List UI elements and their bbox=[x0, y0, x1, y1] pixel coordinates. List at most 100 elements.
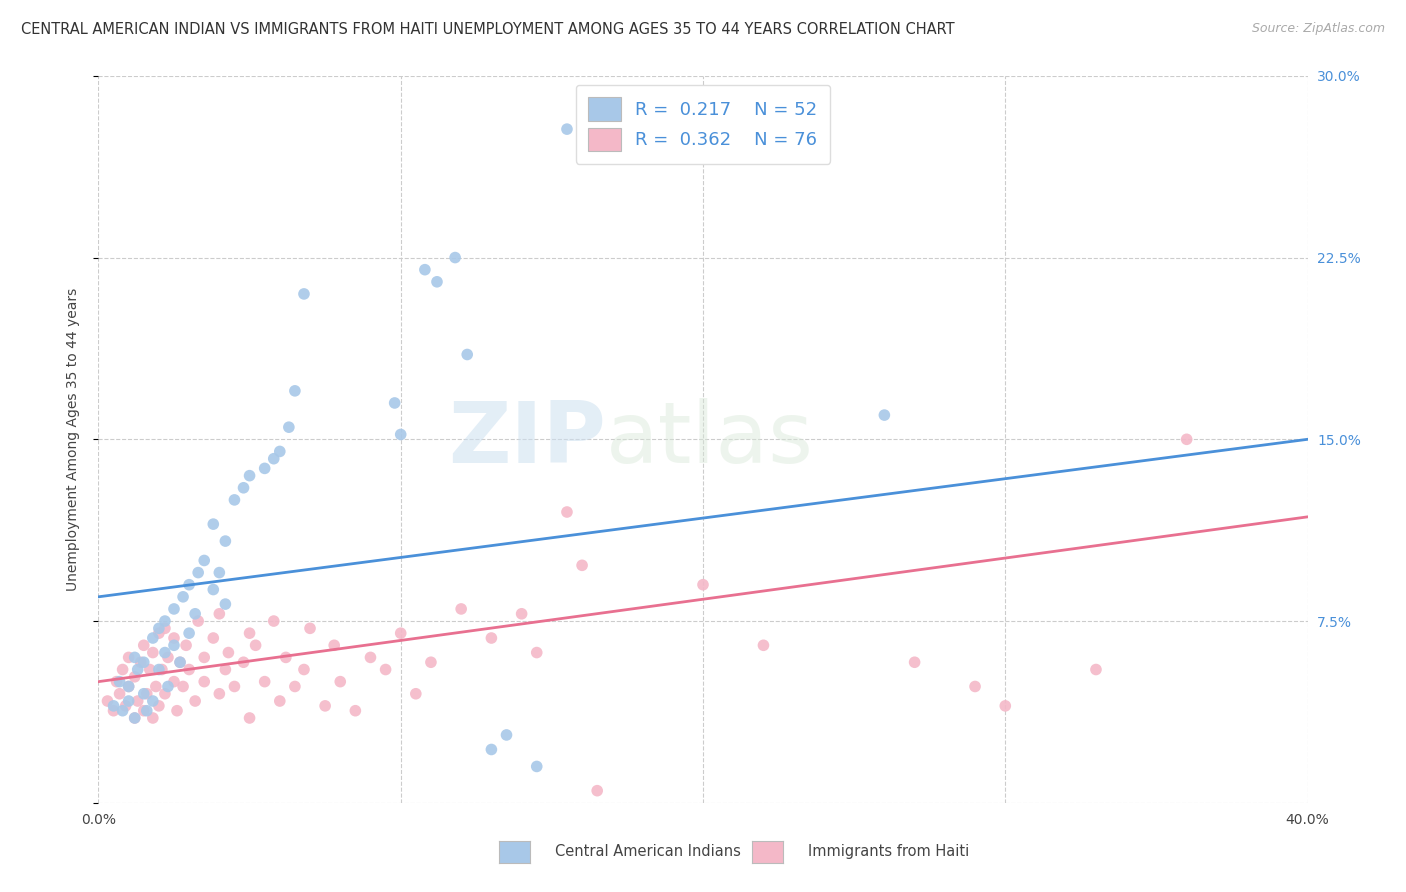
Point bbox=[526, 646, 548, 660]
Point bbox=[1175, 432, 1198, 446]
Point bbox=[148, 626, 170, 640]
Point bbox=[329, 674, 352, 689]
Point bbox=[214, 597, 236, 611]
Point bbox=[132, 687, 155, 701]
Point bbox=[214, 534, 236, 549]
Point bbox=[299, 621, 322, 635]
Point bbox=[965, 680, 987, 694]
Point bbox=[111, 663, 134, 677]
Point bbox=[586, 783, 609, 797]
Point bbox=[277, 420, 299, 434]
Point bbox=[239, 711, 262, 725]
Point bbox=[405, 687, 427, 701]
Point bbox=[114, 698, 136, 713]
Point bbox=[426, 275, 449, 289]
Point bbox=[555, 122, 578, 136]
Point bbox=[142, 631, 165, 645]
Point bbox=[163, 631, 186, 645]
Point bbox=[135, 704, 157, 718]
Point bbox=[163, 674, 186, 689]
Legend: R =  0.217    N = 52, R =  0.362    N = 76: R = 0.217 N = 52, R = 0.362 N = 76 bbox=[576, 85, 830, 164]
Point bbox=[193, 553, 215, 567]
Text: Immigrants from Haiti: Immigrants from Haiti bbox=[808, 845, 970, 859]
Point bbox=[444, 251, 467, 265]
Point bbox=[510, 607, 533, 621]
Point bbox=[108, 687, 131, 701]
Point bbox=[344, 704, 367, 718]
Point bbox=[904, 655, 927, 669]
Point bbox=[389, 626, 412, 640]
Point bbox=[142, 646, 165, 660]
Point bbox=[132, 704, 155, 718]
Point bbox=[481, 742, 503, 756]
Point bbox=[413, 262, 436, 277]
Point bbox=[1085, 663, 1108, 677]
Point bbox=[148, 621, 170, 635]
Point bbox=[132, 638, 155, 652]
Point bbox=[163, 638, 186, 652]
Point bbox=[145, 680, 167, 694]
Point bbox=[139, 663, 162, 677]
Point bbox=[148, 698, 170, 713]
Text: Central American Indians: Central American Indians bbox=[555, 845, 741, 859]
Point bbox=[450, 602, 472, 616]
Point bbox=[239, 626, 262, 640]
Point bbox=[153, 621, 176, 635]
Point bbox=[172, 590, 194, 604]
Point bbox=[124, 670, 146, 684]
Point bbox=[193, 674, 215, 689]
Point bbox=[132, 655, 155, 669]
Y-axis label: Unemployment Among Ages 35 to 44 years: Unemployment Among Ages 35 to 44 years bbox=[66, 288, 80, 591]
Point bbox=[150, 663, 173, 677]
Point bbox=[156, 650, 179, 665]
Point bbox=[692, 578, 714, 592]
Point bbox=[179, 663, 201, 677]
Point bbox=[124, 711, 146, 725]
Point bbox=[389, 427, 412, 442]
Point bbox=[752, 638, 775, 652]
Point bbox=[202, 517, 225, 532]
Text: CENTRAL AMERICAN INDIAN VS IMMIGRANTS FROM HAITI UNEMPLOYMENT AMONG AGES 35 TO 4: CENTRAL AMERICAN INDIAN VS IMMIGRANTS FR… bbox=[21, 22, 955, 37]
Point bbox=[118, 680, 141, 694]
Point bbox=[169, 655, 191, 669]
Point bbox=[292, 663, 315, 677]
Point bbox=[179, 578, 201, 592]
Point bbox=[360, 650, 382, 665]
Point bbox=[118, 650, 141, 665]
Point bbox=[108, 674, 131, 689]
Point bbox=[184, 694, 207, 708]
Point bbox=[284, 384, 307, 398]
Point bbox=[555, 505, 578, 519]
Point bbox=[420, 655, 443, 669]
Point bbox=[166, 704, 188, 718]
Point bbox=[208, 687, 231, 701]
Point bbox=[148, 663, 170, 677]
Point bbox=[245, 638, 267, 652]
Point bbox=[208, 607, 231, 621]
Point bbox=[179, 626, 201, 640]
Point bbox=[224, 680, 246, 694]
Point bbox=[105, 674, 128, 689]
Point bbox=[571, 558, 593, 573]
Point bbox=[96, 694, 118, 708]
Point bbox=[111, 704, 134, 718]
Point bbox=[153, 614, 176, 628]
Text: atlas: atlas bbox=[606, 398, 814, 481]
Point bbox=[124, 650, 146, 665]
Point bbox=[124, 711, 146, 725]
Point bbox=[253, 674, 276, 689]
Point bbox=[187, 614, 209, 628]
Point bbox=[163, 602, 186, 616]
Text: Source: ZipAtlas.com: Source: ZipAtlas.com bbox=[1251, 22, 1385, 36]
Point bbox=[103, 698, 125, 713]
Point bbox=[156, 680, 179, 694]
Point bbox=[169, 655, 191, 669]
Point bbox=[292, 286, 315, 301]
Point bbox=[214, 663, 236, 677]
Point bbox=[495, 728, 517, 742]
Point bbox=[232, 655, 254, 669]
Point bbox=[994, 698, 1017, 713]
Point bbox=[153, 687, 176, 701]
Point bbox=[873, 408, 896, 422]
Point bbox=[118, 694, 141, 708]
